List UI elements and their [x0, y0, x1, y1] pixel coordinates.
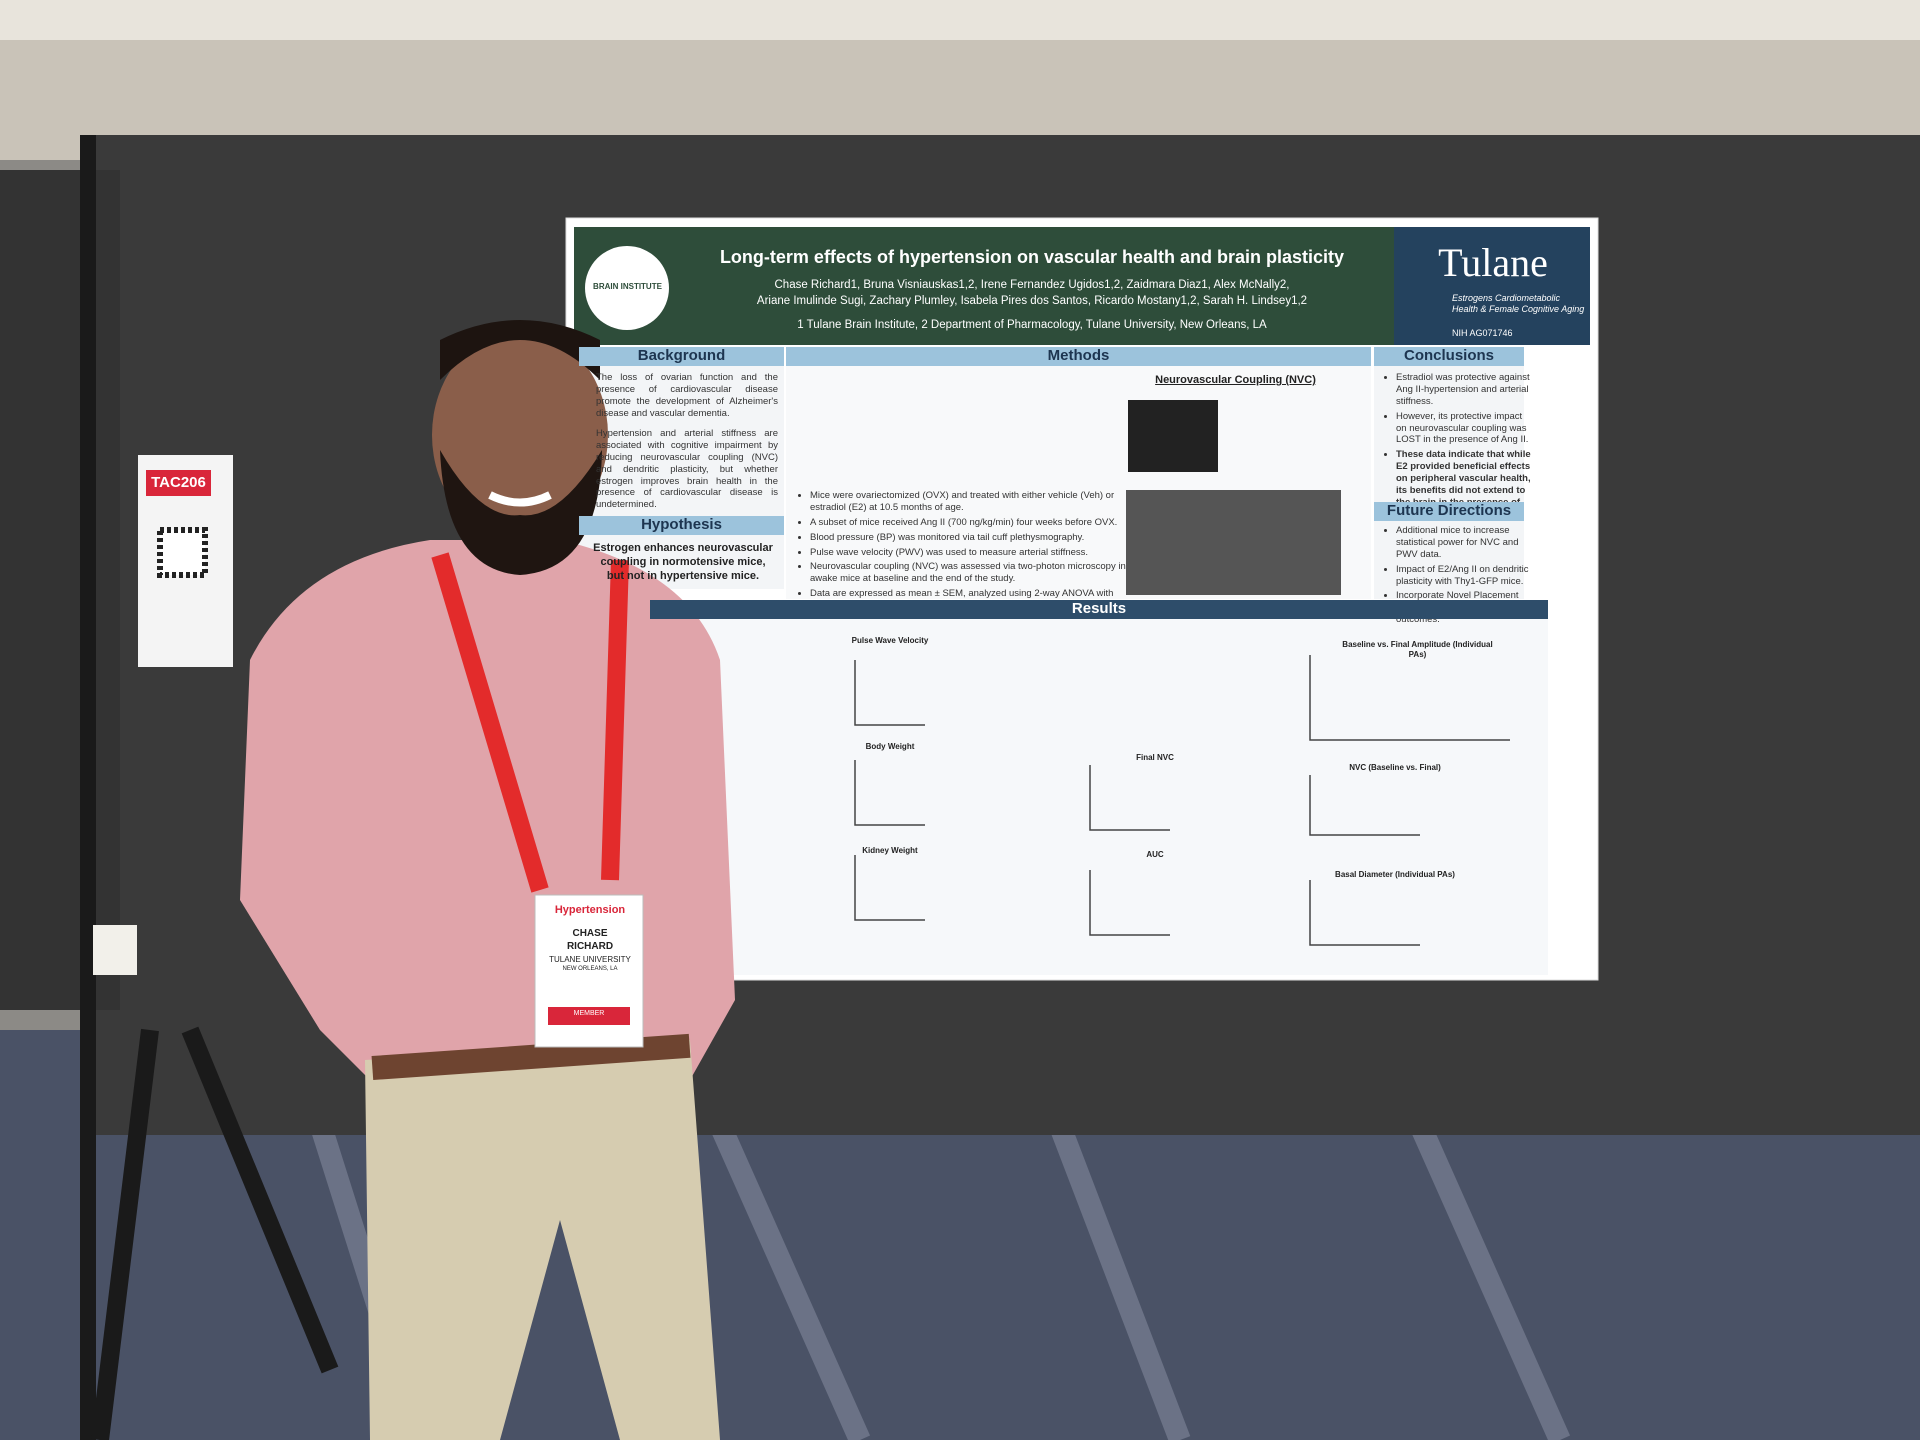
easel-legs — [91, 1026, 339, 1440]
panel-title: Baseline vs. Final Amplitude (Individual… — [1342, 640, 1493, 659]
methods-list: Mice were ovariectomized (OVX) and treat… — [796, 490, 1132, 615]
smile — [488, 491, 552, 507]
board-frame — [80, 135, 96, 1440]
panel-title: NVC (Baseline vs. Final) — [1349, 763, 1441, 772]
hair — [440, 320, 600, 380]
paragraph: Hypertension and arterial stiffness are … — [596, 428, 778, 511]
poster-header — [574, 227, 1394, 345]
background-panel — [579, 347, 784, 589]
bullet: Estradiol was protective against Ang II-… — [1396, 372, 1534, 408]
chart-frames — [854, 655, 1510, 946]
badge-footer — [548, 1007, 630, 1025]
qr-code — [157, 527, 208, 578]
bullet: Blood pressure (BP) was monitored via ta… — [810, 532, 1132, 544]
microscope-image — [1128, 400, 1218, 472]
side-board — [0, 170, 120, 1010]
section-heading: Hypothesis — [579, 516, 784, 535]
badge-role: MEMBER — [573, 1010, 605, 1017]
bullet: Pulse wave velocity (PWV) was used to me… — [810, 547, 1132, 559]
badge-last: RICHARD — [566, 941, 614, 952]
bullet: Additional mice to increase statistical … — [1396, 525, 1534, 561]
rig-photo — [1126, 490, 1341, 595]
poster-title: Long-term effects of hypertension on vas… — [719, 247, 1345, 267]
conclusions-list: Estradiol was protective against Ang II-… — [1382, 372, 1534, 524]
ceiling — [0, 0, 1920, 40]
board-sign: TAC206 — [151, 474, 206, 491]
lanyard — [431, 552, 629, 893]
badge-first: CHASE — [572, 928, 608, 939]
logo-seal — [585, 246, 669, 330]
brand: Tulane — [1438, 240, 1548, 285]
sign-label — [146, 470, 211, 496]
paper-cup — [93, 925, 137, 975]
section-heading: Conclusions — [1374, 347, 1524, 366]
authors: Chase Richard1, Bruna Visniauskas1,2, Ir… — [774, 279, 1290, 291]
section-heading: Background — [579, 347, 784, 366]
brand-sub: Estrogens Cardiometabolic Health & Femal… — [1452, 293, 1585, 315]
brand-box — [1394, 227, 1590, 345]
bullet: However, its protective impact on neurov… — [1396, 411, 1534, 447]
carpet-pattern — [289, 1056, 1571, 1440]
affiliations: 1 Tulane Brain Institute, 2 Department o… — [797, 319, 1267, 331]
panel-title: AUC — [1146, 850, 1164, 859]
bullet: Neurovascular coupling (NVC) was assesse… — [810, 561, 1132, 585]
bullet: Impact of E2/Ang II on dendritic plastic… — [1396, 564, 1534, 588]
section-heading: Methods — [786, 347, 1371, 366]
grant: NIH AG071746 — [1452, 328, 1513, 338]
beard — [440, 450, 602, 575]
results-panel — [650, 600, 1548, 975]
paragraph: The loss of ovarian function and the pre… — [596, 372, 778, 419]
section-heading: Future Directions — [1374, 502, 1524, 521]
panel-title: Final NVC — [1136, 753, 1174, 762]
badge-city: NEW ORLEANS, LA — [562, 966, 618, 972]
conclusions-panel — [1374, 347, 1524, 599]
shirt — [240, 540, 735, 1080]
nvc-title: Neurovascular Coupling (NVC) — [1155, 374, 1316, 386]
head — [432, 330, 608, 540]
panel-title: Pulse Wave Velocity — [851, 636, 929, 645]
panel-title: Body Weight — [865, 742, 915, 751]
hypothesis-text: Estrogen enhances neurovascular coupling… — [593, 542, 773, 582]
bullet: Mice were ovariectomized (OVX) and treat… — [810, 490, 1132, 514]
bullet: A subset of mice received Ang II (700 ng… — [810, 517, 1132, 529]
section-heading: Results — [650, 600, 1548, 619]
logo-text: BRAIN INSTITUTE — [593, 282, 662, 291]
panel-title: Kidney Weight — [862, 846, 918, 855]
trousers — [365, 1040, 720, 1440]
authors: Ariane Imulinde Sugi, Zachary Plumley, I… — [756, 295, 1308, 307]
badge-event: Hypertension — [554, 904, 626, 916]
panel-title: Basal Diameter (Individual PAs) — [1335, 870, 1455, 879]
badge-org: TULANE UNIVERSITY — [549, 955, 631, 964]
